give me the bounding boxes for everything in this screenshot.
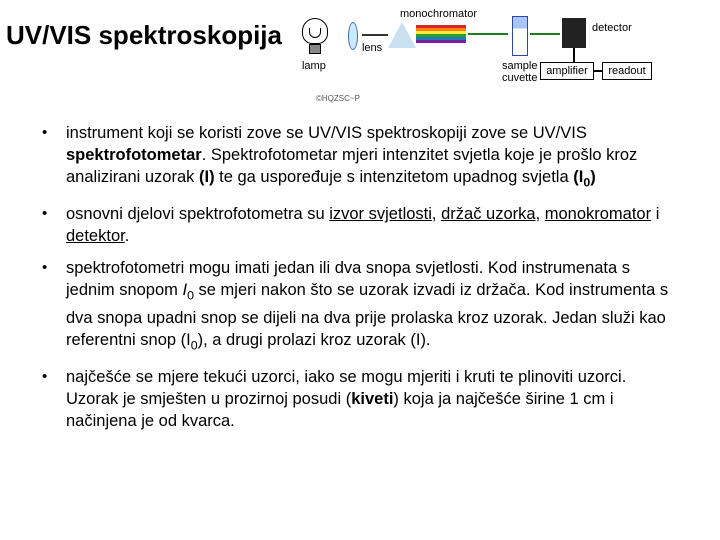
bullet-list: •instrument koji se koristi zove se UV/V… <box>0 98 720 432</box>
bullet-marker: • <box>38 366 66 432</box>
bullet-row: •instrument koji se koristi zove se UV/V… <box>38 122 682 193</box>
lens-icon <box>348 22 358 50</box>
page-title: UV/VIS spektroskopija <box>6 20 282 51</box>
prism-icon <box>388 22 416 48</box>
lens-label: lens <box>362 42 382 54</box>
sample-cuvette-label: sample cuvette <box>502 60 537 84</box>
readout-box: readout <box>602 62 652 80</box>
detector-label: detector <box>592 22 632 34</box>
amplifier-box: amplifier <box>540 62 594 80</box>
attribution: ©HQZSC~P <box>316 94 360 103</box>
bullet-marker: • <box>38 122 66 193</box>
bullet-text: instrument koji se koristi zove se UV/VI… <box>66 122 682 193</box>
bullet-row: •osnovni djelovi spektrofotometra su izv… <box>38 203 682 247</box>
bullet-text: osnovni djelovi spektrofotometra su izvo… <box>66 203 682 247</box>
bullet-marker: • <box>38 203 66 247</box>
spectrophotometer-diagram: lamp lens monochromator sample cuvette d… <box>292 8 714 98</box>
bullet-row: •najčešće se mjere tekući uzorci, iako s… <box>38 366 682 432</box>
detector-icon <box>562 18 586 48</box>
bullet-text: najčešće se mjere tekući uzorci, iako se… <box>66 366 682 432</box>
bullet-marker: • <box>38 257 66 356</box>
cuvette-icon <box>512 16 528 56</box>
spectrum-icon <box>416 25 466 43</box>
monochromator-label: monochromator <box>400 8 477 20</box>
bullet-text: spektrofotometri mogu imati jedan ili dv… <box>66 257 682 356</box>
lamp-label: lamp <box>302 60 326 72</box>
bullet-row: •spektrofotometri mogu imati jedan ili d… <box>38 257 682 356</box>
